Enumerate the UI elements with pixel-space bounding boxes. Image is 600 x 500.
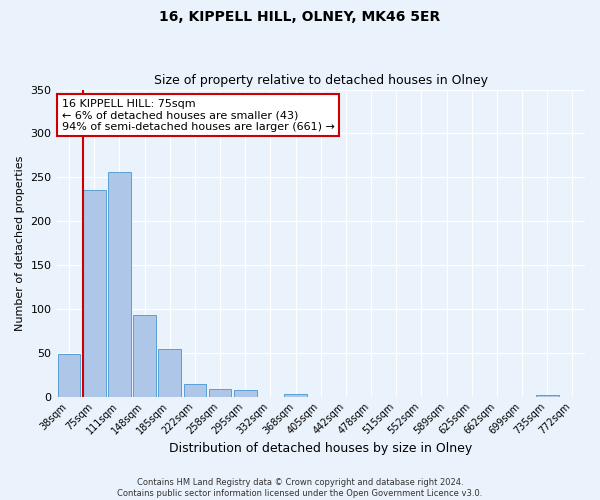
- Bar: [234, 390, 257, 396]
- Bar: [58, 354, 80, 397]
- Bar: [133, 315, 156, 396]
- Bar: [108, 172, 131, 396]
- Text: 16, KIPPELL HILL, OLNEY, MK46 5ER: 16, KIPPELL HILL, OLNEY, MK46 5ER: [160, 10, 440, 24]
- X-axis label: Distribution of detached houses by size in Olney: Distribution of detached houses by size …: [169, 442, 472, 455]
- Bar: [209, 388, 232, 396]
- Bar: [158, 349, 181, 397]
- Bar: [83, 190, 106, 396]
- Bar: [536, 395, 559, 396]
- Text: 16 KIPPELL HILL: 75sqm
← 6% of detached houses are smaller (43)
94% of semi-deta: 16 KIPPELL HILL: 75sqm ← 6% of detached …: [62, 99, 335, 132]
- Bar: [184, 384, 206, 396]
- Bar: [284, 394, 307, 396]
- Text: Contains HM Land Registry data © Crown copyright and database right 2024.
Contai: Contains HM Land Registry data © Crown c…: [118, 478, 482, 498]
- Y-axis label: Number of detached properties: Number of detached properties: [15, 156, 25, 331]
- Title: Size of property relative to detached houses in Olney: Size of property relative to detached ho…: [154, 74, 488, 87]
